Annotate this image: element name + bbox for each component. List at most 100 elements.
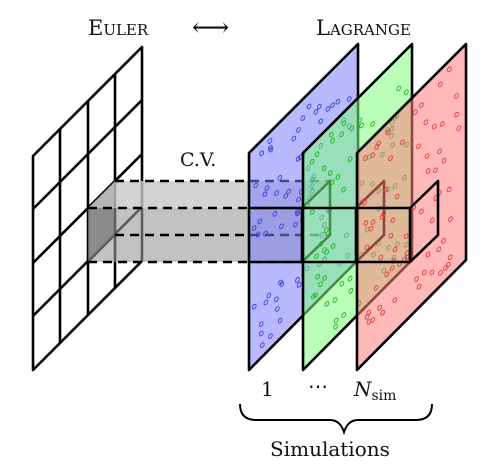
particle	[251, 225, 257, 231]
particle	[348, 287, 354, 294]
particle	[296, 282, 302, 288]
particle	[333, 317, 339, 324]
particle	[263, 299, 269, 306]
particle	[258, 330, 264, 337]
particle	[306, 103, 312, 110]
particle	[363, 155, 368, 161]
particle	[309, 209, 315, 215]
particle	[368, 225, 374, 232]
particle	[335, 174, 341, 180]
plane-index-ellipsis: ⋯	[308, 374, 328, 398]
particle	[330, 102, 335, 109]
particle	[424, 153, 430, 159]
particle	[429, 269, 435, 276]
particle	[425, 168, 431, 174]
particle	[347, 275, 353, 282]
particle	[251, 303, 257, 310]
particle	[291, 135, 297, 142]
particle	[404, 254, 410, 261]
particle	[315, 273, 321, 280]
particle	[446, 186, 452, 193]
particle	[318, 118, 324, 125]
particle	[255, 231, 261, 238]
particle	[296, 196, 301, 203]
particle	[416, 283, 422, 290]
particle	[421, 269, 427, 276]
particle	[300, 115, 306, 121]
particle	[333, 323, 338, 330]
particle	[425, 251, 431, 258]
particle	[448, 216, 453, 223]
particle	[364, 314, 370, 320]
particle	[328, 131, 334, 138]
particle	[379, 213, 385, 220]
particle	[394, 193, 400, 200]
particle	[445, 261, 451, 268]
particle	[295, 277, 300, 283]
particle	[390, 217, 396, 224]
particle	[374, 144, 380, 150]
double-arrow-icon: ⟷	[192, 13, 229, 43]
particle	[392, 297, 398, 303]
particle	[296, 127, 301, 133]
particle	[381, 210, 386, 217]
particle	[419, 102, 424, 108]
particle	[324, 300, 330, 307]
particle	[339, 280, 345, 287]
particle	[359, 122, 364, 129]
particle	[330, 243, 336, 249]
particle	[429, 217, 435, 224]
particle	[362, 199, 368, 206]
lagrange-planes	[247, 42, 468, 372]
particle	[267, 138, 273, 144]
particle	[431, 123, 437, 130]
particle	[364, 244, 370, 251]
particle	[257, 218, 263, 225]
particle	[310, 293, 316, 300]
simulations-brace	[239, 403, 433, 436]
particle	[327, 170, 333, 176]
particle	[366, 319, 372, 325]
particle	[314, 151, 320, 158]
particle	[316, 103, 322, 110]
particle	[318, 240, 324, 247]
particle	[341, 312, 347, 318]
particle	[293, 221, 298, 228]
particle	[313, 109, 319, 115]
particle	[441, 157, 447, 164]
particle	[385, 129, 391, 136]
particle	[376, 140, 382, 147]
euler-label: Euler	[88, 16, 149, 40]
particle	[329, 179, 335, 186]
particle	[438, 269, 443, 276]
particle	[279, 281, 285, 287]
particle	[370, 121, 375, 127]
particle	[441, 238, 446, 244]
particle	[341, 120, 347, 126]
particle	[274, 296, 279, 303]
particle	[456, 125, 462, 132]
particle	[321, 165, 327, 171]
particle	[400, 139, 405, 145]
particle	[341, 186, 347, 193]
particle	[370, 152, 376, 158]
particle	[309, 158, 315, 165]
particle	[346, 96, 352, 102]
particle	[384, 271, 390, 278]
particle	[283, 193, 289, 199]
particle	[380, 309, 385, 316]
particle	[259, 342, 265, 349]
particle	[446, 66, 452, 73]
simulations-label: Simulations	[270, 437, 390, 461]
particle	[439, 121, 445, 127]
particle	[370, 317, 375, 323]
particle	[370, 219, 376, 225]
particle	[388, 232, 394, 239]
plane-last	[355, 42, 468, 372]
particle	[324, 227, 329, 234]
particle	[357, 117, 362, 124]
particle	[278, 279, 283, 286]
particle	[325, 106, 331, 112]
particle	[416, 143, 421, 150]
